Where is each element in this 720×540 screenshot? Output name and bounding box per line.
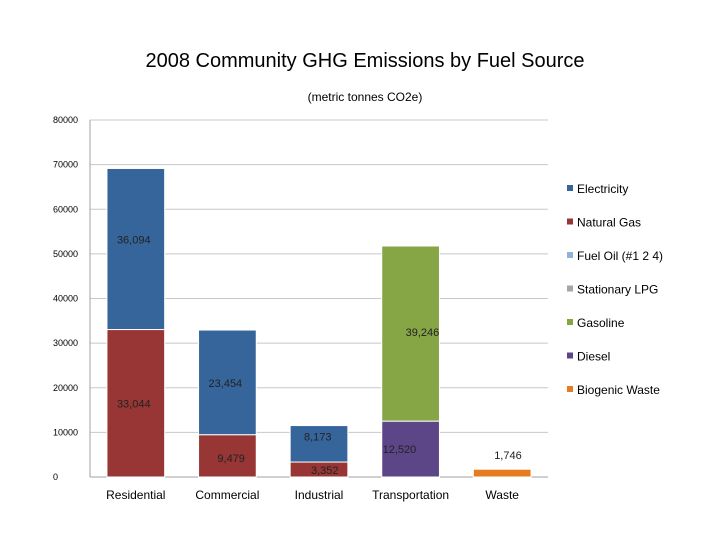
- y-tick-label: 70000: [53, 160, 78, 170]
- data-label: 23,454: [209, 378, 243, 390]
- data-label: 12,520: [383, 444, 417, 456]
- category-label: Transportation: [372, 488, 449, 502]
- legend-swatch: [567, 252, 573, 258]
- legend-label: Gasoline: [577, 316, 625, 330]
- bar-segment: [198, 329, 257, 436]
- y-tick-label: 60000: [53, 204, 78, 214]
- category-label: Residential: [106, 488, 165, 502]
- data-label: 33,044: [117, 399, 151, 411]
- y-tick-label: 80000: [53, 115, 78, 125]
- category-label: Waste: [485, 488, 519, 502]
- legend-swatch: [567, 285, 573, 292]
- chart-subtitle: (metric tonnes CO2e): [307, 90, 423, 104]
- legend-label: Biogenic Waste: [577, 383, 660, 397]
- data-label: 1,746: [494, 450, 522, 462]
- bar-segment: [381, 245, 440, 422]
- legend-label: Fuel Oil (#1 2 4): [577, 249, 663, 263]
- category-label: Commercial: [195, 488, 259, 502]
- y-tick-label: 0: [53, 472, 58, 482]
- category-label: Industrial: [295, 488, 344, 502]
- bar-segment: [106, 329, 166, 478]
- legend-label: Natural Gas: [577, 216, 641, 230]
- legend-swatch: [567, 185, 573, 191]
- bar-segment: [198, 434, 257, 478]
- data-label: 36,094: [117, 234, 151, 246]
- legend-label: Electricity: [577, 182, 628, 196]
- bar-segment: [289, 425, 349, 463]
- bar-segment: [106, 167, 166, 331]
- legend-swatch: [567, 319, 573, 325]
- legend-swatch: [567, 218, 573, 225]
- data-label: 8,173: [304, 432, 332, 444]
- bar-segment: [381, 420, 440, 478]
- bar-segment: [472, 468, 532, 478]
- legend-swatch: [567, 352, 573, 359]
- legend-label: Diesel: [577, 350, 610, 364]
- y-tick-label: 10000: [53, 427, 78, 437]
- legend-label: Stationary LPG: [577, 283, 658, 297]
- chart-title: 2008 Community GHG Emissions by Fuel Sou…: [145, 50, 585, 72]
- data-label: 9,479: [217, 453, 245, 465]
- legend-swatch: [567, 386, 573, 392]
- data-label: 39,246: [406, 327, 440, 339]
- y-tick-label: 50000: [53, 249, 78, 259]
- y-tick-label: 30000: [53, 338, 78, 348]
- y-tick-label: 40000: [53, 294, 78, 304]
- y-tick-label: 20000: [53, 383, 78, 393]
- data-label: 3,352: [311, 465, 339, 477]
